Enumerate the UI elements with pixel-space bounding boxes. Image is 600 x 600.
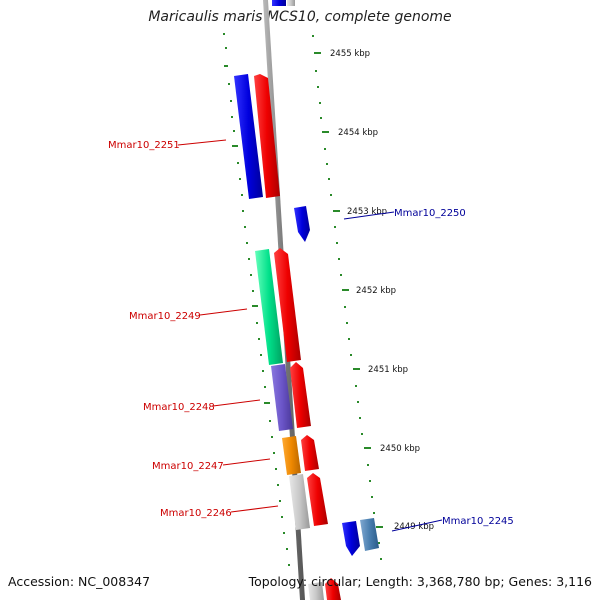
kbp-label: 2451 kbp xyxy=(368,365,408,375)
cds-feature-mmar10-2248[interactable] xyxy=(290,362,311,428)
kbp-labels: 2455 kbp 2454 kbp 2453 kbp 2452 kbp 2451… xyxy=(330,49,434,532)
gene-label-mmar10-2248[interactable]: Mmar10_2248 xyxy=(143,402,215,413)
map-title: Maricaulis maris MCS10, complete genome xyxy=(148,9,452,25)
gene-label-mmar10-2250[interactable]: Mmar10_2250 xyxy=(394,208,466,219)
gene-label-mmar10-2251[interactable]: Mmar10_2251 xyxy=(108,140,180,151)
partial-feature-bottom xyxy=(308,582,324,600)
partial-feature-top xyxy=(287,0,295,6)
cds-feature-mmar10-2247[interactable] xyxy=(301,435,319,471)
gene-feature-mmar10-2247[interactable] xyxy=(282,436,301,475)
kbp-label: 2454 kbp xyxy=(338,128,378,138)
gene-feature-mmar10-2251[interactable] xyxy=(234,74,263,199)
leader-lines xyxy=(177,139,443,532)
partial-feature-top xyxy=(272,0,286,6)
outer-tick-track xyxy=(312,35,383,560)
cds-feature-mmar10-2249[interactable] xyxy=(274,248,301,362)
topology-text: Topology: circular; Length: 3,368,780 bp… xyxy=(248,574,592,589)
gene-feature-mmar10-2248[interactable] xyxy=(271,364,293,431)
kbp-label: 2453 kbp xyxy=(347,207,387,217)
gene-feature-mmar10-2246[interactable] xyxy=(289,474,310,530)
gene-label-mmar10-2249[interactable]: Mmar10_2249 xyxy=(129,311,201,322)
gene-feature-mmar10-2250[interactable] xyxy=(294,206,310,242)
kbp-label: 2450 kbp xyxy=(380,444,420,454)
feature-steelblue[interactable] xyxy=(360,518,379,551)
gene-feature-mmar10-2245[interactable] xyxy=(342,521,360,556)
kbp-label: 2455 kbp xyxy=(330,49,370,59)
gene-label-mmar10-2247[interactable]: Mmar10_2247 xyxy=(152,461,224,472)
inner-tick-track xyxy=(223,33,290,566)
gene-labels: Mmar10_2251 Mmar10_2250 Mmar10_2249 Mmar… xyxy=(108,140,514,527)
cds-feature-mmar10-2251[interactable] xyxy=(254,74,280,198)
kbp-label: 2452 kbp xyxy=(356,286,396,296)
gene-label-mmar10-2246[interactable]: Mmar10_2246 xyxy=(160,508,232,519)
gene-label-mmar10-2245[interactable]: Mmar10_2245 xyxy=(442,516,514,527)
cds-feature-mmar10-2246[interactable] xyxy=(307,473,328,526)
partial-feature-bottom xyxy=(325,578,341,600)
kbp-label: 2449 kbp xyxy=(394,522,434,532)
gene-feature-mmar10-2249[interactable] xyxy=(255,249,283,365)
accession-text: Accession: NC_008347 xyxy=(8,574,151,589)
